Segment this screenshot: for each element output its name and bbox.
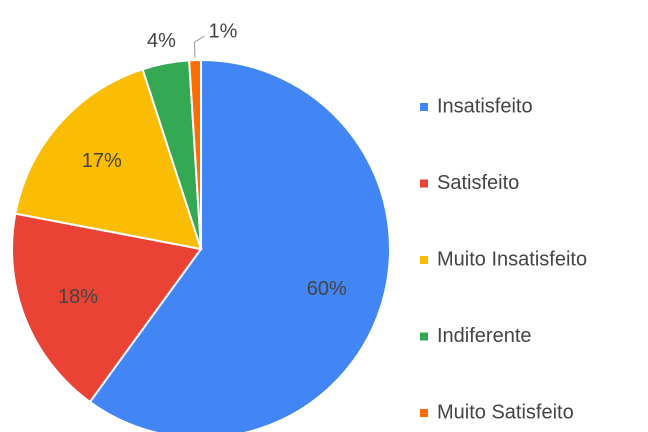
legend-label: Muito Satisfeito bbox=[437, 401, 574, 423]
pie-slice bbox=[11, 212, 203, 404]
legend-swatch bbox=[420, 179, 428, 188]
slice-label: 18% bbox=[58, 286, 98, 308]
legend-swatch bbox=[420, 332, 428, 341]
legend-swatch bbox=[420, 256, 428, 264]
legend-label: Insatisfeito bbox=[437, 95, 533, 117]
legend-swatch bbox=[420, 103, 428, 111]
slice-label: 17% bbox=[82, 150, 122, 172]
pie-slice bbox=[188, 58, 202, 250]
pie-slice bbox=[14, 67, 203, 251]
legend-label: Muito Insatisfeito bbox=[437, 248, 587, 270]
slice-label: 1% bbox=[208, 20, 237, 42]
slice-label: 60% bbox=[307, 278, 347, 300]
legend-swatch bbox=[420, 409, 428, 417]
legend-label: Indiferente bbox=[437, 325, 532, 347]
legend-label: Satisfeito bbox=[437, 172, 519, 194]
slice-label: 4% bbox=[147, 30, 176, 52]
leader-line bbox=[193, 35, 205, 59]
pie-slice bbox=[88, 58, 391, 432]
